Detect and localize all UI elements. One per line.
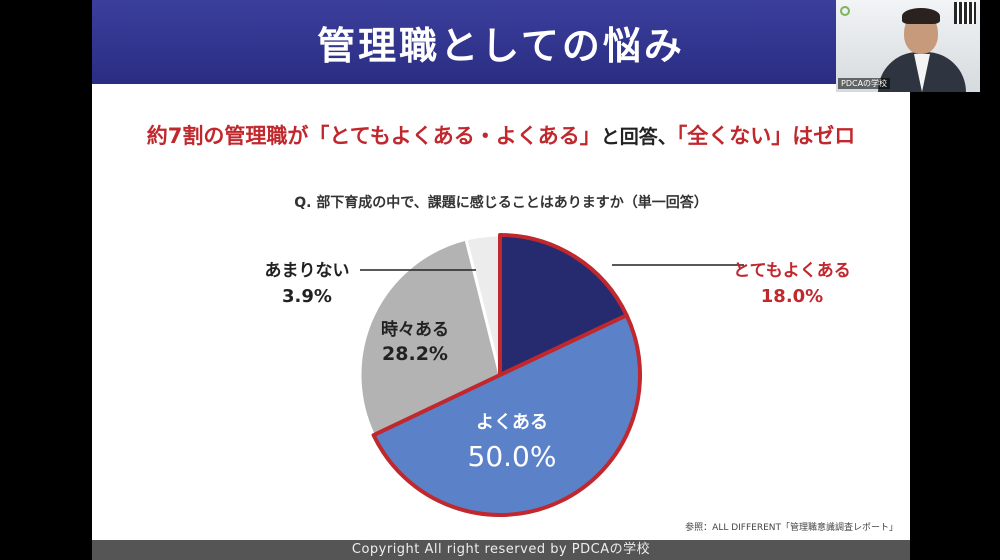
slice-label-very-often: とてもよくある — [733, 261, 851, 281]
webcam-logo — [840, 4, 884, 20]
headline: 約7割の管理職が「とてもよくある・よくある」と回答、「全くない」はゼロ — [92, 120, 910, 150]
slice-label-rarely: あまりない — [265, 261, 350, 281]
slice-value-very-often: 18.0% — [761, 286, 823, 307]
webcam-video: PDCAの学校 — [836, 0, 980, 92]
chart-question: Q. 部下育成の中で、課題に感じることはありますか（単一回答） — [294, 195, 708, 211]
slice-value-sometimes: 28.2% — [382, 343, 448, 365]
slice-value-often: 50.0% — [468, 440, 557, 473]
slide-title: 管理職としての悩み — [317, 23, 685, 68]
webcam-label: PDCAの学校 — [838, 78, 891, 89]
copyright-footer: Copyright All right reserved by PDCAの学校 — [92, 540, 910, 560]
source-citation: 参照：ALL DIFFERENT「管理職意識調査レポート」 — [685, 523, 898, 533]
slide: 管理職としての悩み 約7割の管理職が「とてもよくある・よくある」と回答、「全くな… — [92, 0, 910, 540]
headline-part2: と回答、 — [600, 126, 677, 148]
highlight-outline-often — [371, 313, 642, 517]
slice-label-sometimes: 時々ある — [381, 319, 449, 340]
pie-slice-sometimes — [358, 237, 502, 438]
highlight-outline-very-often — [498, 233, 629, 377]
qr-code-icon — [954, 2, 976, 24]
headline-part1: 約7割の管理職が「とてもよくある・よくある」 — [146, 124, 601, 148]
headline-part3: 「全くない」はゼロ — [676, 124, 856, 148]
slice-value-rarely: 3.9% — [282, 286, 332, 307]
logo-circle-icon — [840, 6, 850, 16]
presenter-hair — [902, 8, 940, 24]
slice-label-often: よくある — [476, 412, 548, 433]
pie-chart: とてもよくある 18.0% よくある 50.0% 時々ある 28.2% あまりない 3.9% — [265, 233, 851, 517]
title-bar: 管理職としての悩み — [92, 0, 910, 84]
